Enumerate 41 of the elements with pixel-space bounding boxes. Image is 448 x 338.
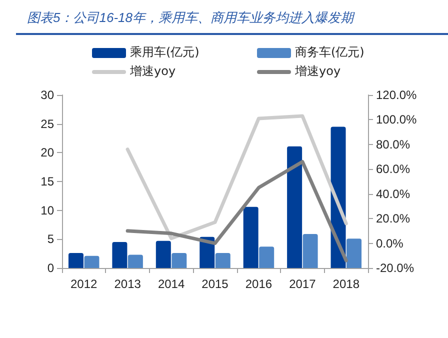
- bar: [68, 253, 84, 268]
- bar: [259, 246, 274, 268]
- y-tick-label: 25: [40, 116, 54, 131]
- y-tick-label: 0: [47, 261, 54, 275]
- bar: [156, 240, 171, 268]
- x-tick-label: 2018: [332, 277, 360, 291]
- y2-tick-label: 40.0%: [376, 186, 410, 201]
- y-tick-label: 20: [40, 146, 54, 160]
- legend-label: 商务车(亿元): [295, 44, 364, 61]
- y-tick-label: 5: [47, 232, 54, 246]
- y2-tick-label: -20.0%: [376, 261, 414, 275]
- line-series: [126, 160, 348, 262]
- bar: [128, 254, 143, 268]
- legend-label: 乘用车(亿元): [130, 44, 200, 61]
- y2-tick-label: 80.0%: [376, 137, 410, 152]
- x-tick-label: 2015: [202, 277, 229, 291]
- x-tick-label: 2014: [158, 277, 185, 291]
- bar: [84, 256, 100, 268]
- bar: [112, 242, 128, 268]
- y2-tick-label: 120.0%: [376, 88, 418, 102]
- line-series: [126, 114, 348, 240]
- x-tick-label: 2013: [114, 277, 142, 291]
- bar: [287, 146, 302, 268]
- bar: [302, 234, 318, 268]
- x-tick-label: 2012: [70, 277, 98, 291]
- x-tick-label: 2016: [245, 277, 272, 291]
- x-tick-label: 2017: [289, 277, 316, 291]
- y2-tick-label: 60.0%: [376, 162, 410, 176]
- y-tick-label: 15: [40, 174, 54, 188]
- y-tick-label: 30: [40, 88, 54, 102]
- y2-tick-label: 100.0%: [376, 112, 418, 127]
- bar: [215, 253, 230, 268]
- bar: [346, 238, 362, 268]
- legend-label: 增速yoy: [130, 63, 176, 80]
- bar: [172, 253, 187, 268]
- y2-tick-label: 0.0%: [376, 236, 404, 250]
- y-tick-label: 10: [40, 203, 54, 218]
- bar: [243, 206, 258, 268]
- legend-label: 增速yoy: [295, 63, 341, 80]
- chart-title: 图表5：公司16-18年，乘用车、商用车业务均进入爆发期: [27, 10, 356, 25]
- y2-tick-label: 20.0%: [376, 212, 410, 226]
